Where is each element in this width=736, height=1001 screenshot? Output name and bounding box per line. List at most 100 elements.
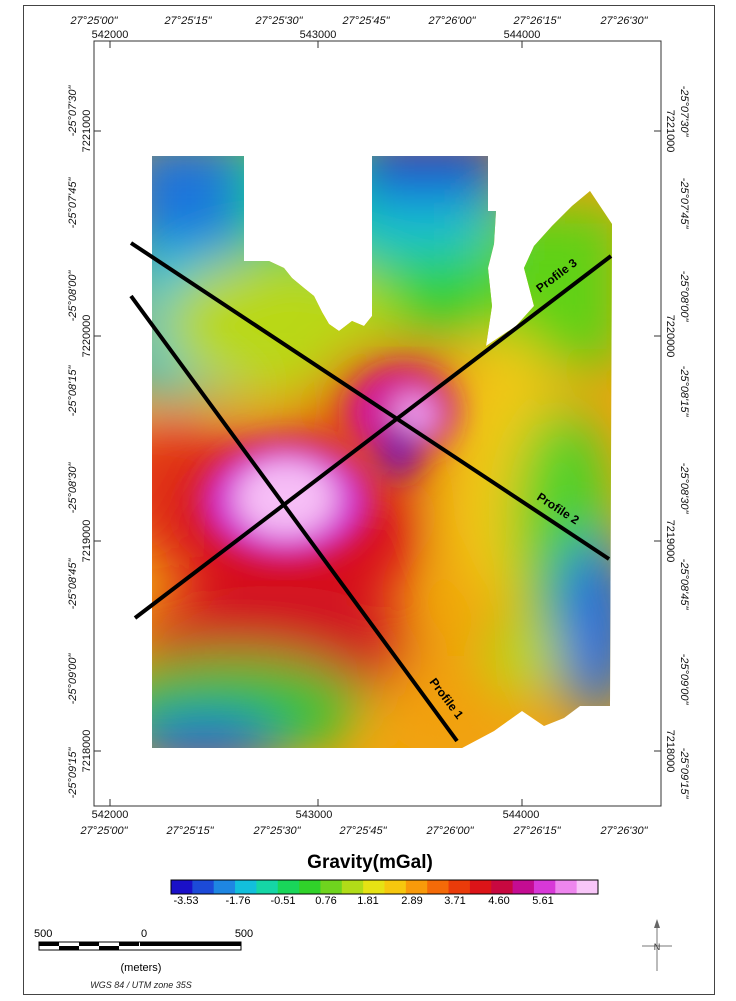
color-bar [170, 879, 599, 895]
scale-bar: 500 0 500 (meters) WGS 84 / UTM zone 35S [34, 928, 253, 990]
gravity-field [152, 156, 612, 748]
lat-left-label: -25°07'45" [67, 177, 79, 229]
legend-value: 4.60 [488, 895, 509, 907]
lon-bottom-label: 27°26'00" [425, 825, 474, 837]
color-bar-swatch [491, 880, 514, 894]
lat-right-label: -25°08'15" [678, 366, 690, 418]
color-bar-swatch [341, 880, 364, 894]
north-arrow-icon: N [642, 919, 672, 971]
northing-right-label: 7221000 [664, 110, 676, 153]
lat-right-label: -25°08'30" [678, 463, 690, 515]
legend-value: -1.76 [225, 895, 250, 907]
lat-right-label: -25°09'00" [678, 654, 690, 706]
northing-left-label: 7219000 [81, 520, 93, 563]
scale-unit-label: (meters) [121, 962, 162, 974]
lon-bottom-label: 27°25'30" [252, 825, 301, 837]
lon-top-label: 27°25'45" [341, 15, 390, 27]
legend-value: 2.89 [401, 895, 422, 907]
legend-value: -3.53 [173, 895, 198, 907]
lon-top-label: 27°25'30" [254, 15, 303, 27]
gravity-map: Profile 1 Profile 2 Profile 3 27°25'00" … [34, 15, 690, 990]
easting-top-label: 543000 [300, 29, 337, 41]
color-bar-swatch [192, 880, 215, 894]
color-bar-swatch [235, 880, 257, 894]
northing-left-label: 7220000 [81, 315, 93, 358]
color-bar-swatch [320, 880, 343, 894]
lat-right-label: -25°08'45" [678, 559, 690, 611]
color-bar-swatch [277, 880, 300, 894]
color-bar-swatch [213, 880, 236, 894]
lat-right-label: -25°08'00" [678, 271, 690, 323]
easting-top-labels: 542000 543000 544000 [92, 29, 541, 41]
latitude-left-labels: -25°07'30" -25°07'45" -25°08'00" -25°08'… [67, 85, 79, 799]
lat-left-label: -25°08'00" [67, 270, 79, 322]
grid-ticks [94, 41, 661, 806]
lat-left-label: -25°08'45" [67, 558, 79, 610]
easting-bottom-label: 544000 [503, 809, 540, 821]
easting-top-label: 544000 [504, 29, 541, 41]
easting-bottom-label: 543000 [296, 809, 333, 821]
color-bar-swatch [533, 880, 556, 894]
lat-right-label: -25°07'45" [678, 178, 690, 230]
lat-left-label: -25°08'30" [67, 462, 79, 514]
lon-bottom-label: 27°25'00" [79, 825, 128, 837]
easting-bottom-labels: 542000 543000 544000 [92, 809, 540, 821]
color-bar-swatch [299, 880, 321, 894]
lon-top-label: 27°26'00" [427, 15, 476, 27]
color-bar-swatch [469, 880, 492, 894]
map-neatline [93, 40, 662, 807]
lat-right-label: -25°09'15" [678, 748, 690, 800]
lon-bottom-label: 27°26'15" [512, 825, 561, 837]
northing-right-label: 7220000 [664, 315, 676, 358]
color-bar-swatch [555, 880, 578, 894]
easting-bottom-label: 542000 [92, 809, 129, 821]
lon-top-label: 27°25'15" [163, 15, 212, 27]
northing-left-labels: 7221000 7220000 7219000 7218000 [81, 110, 93, 773]
latitude-right-labels: -25°07'30" -25°07'45" -25°08'00" -25°08'… [678, 86, 690, 800]
northing-left-label: 7221000 [81, 110, 93, 153]
scale-mid-label: 0 [141, 928, 147, 940]
lon-bottom-label: 27°25'45" [338, 825, 387, 837]
profile-2-line [129, 241, 611, 561]
scale-left-label: 500 [34, 928, 52, 940]
lat-left-label: -25°08'15" [67, 365, 79, 417]
color-bar-swatch [576, 880, 599, 894]
color-bar-swatch [384, 880, 407, 894]
color-bar-swatch [427, 880, 450, 894]
easting-top-label: 542000 [92, 29, 129, 41]
color-bar-swatch [363, 880, 385, 894]
legend-title: Gravity(mGal) [307, 852, 433, 873]
lat-left-label: -25°07'30" [67, 85, 79, 137]
longitude-top-labels: 27°25'00" 27°25'15" 27°25'30" 27°25'45" … [69, 15, 648, 27]
color-bar-swatch [405, 880, 428, 894]
lon-top-label: 27°26'30" [599, 15, 648, 27]
scale-right-label: 500 [235, 928, 253, 940]
color-bar-swatch [171, 880, 193, 894]
lon-bottom-label: 27°25'15" [165, 825, 214, 837]
lat-left-label: -25°09'15" [67, 747, 79, 799]
lat-left-label: -25°09'00" [67, 653, 79, 705]
northing-right-labels: 7221000 7220000 7219000 7218000 [664, 110, 676, 773]
legend-value: -0.51 [270, 895, 295, 907]
projection-label: WGS 84 / UTM zone 35S [90, 980, 192, 990]
map-frame: Profile 1 Profile 2 Profile 3 27°25'00" … [23, 5, 715, 995]
lon-bottom-label: 27°26'30" [599, 825, 648, 837]
northing-right-label: 7218000 [664, 730, 676, 773]
legend-value: 0.76 [315, 895, 336, 907]
northing-left-label: 7218000 [81, 730, 93, 773]
north-label: N [654, 942, 661, 952]
color-bar-swatch [256, 880, 279, 894]
legend-value: 1.81 [357, 895, 378, 907]
lon-top-label: 27°26'15" [512, 15, 561, 27]
northing-right-label: 7219000 [664, 520, 676, 563]
profile-1-line [129, 294, 459, 743]
lat-right-label: -25°07'30" [678, 86, 690, 138]
profile-3-line [133, 254, 613, 620]
color-bar-swatch [512, 880, 535, 894]
color-bar-swatch [448, 880, 471, 894]
legend-value-labels: -3.53 -1.76 -0.51 0.76 1.81 2.89 3.71 4.… [173, 895, 553, 907]
lon-top-label: 27°25'00" [69, 15, 118, 27]
legend-value: 5.61 [532, 895, 553, 907]
longitude-bottom-labels: 27°25'00" 27°25'15" 27°25'30" 27°25'45" … [79, 825, 648, 837]
legend-value: 3.71 [444, 895, 465, 907]
